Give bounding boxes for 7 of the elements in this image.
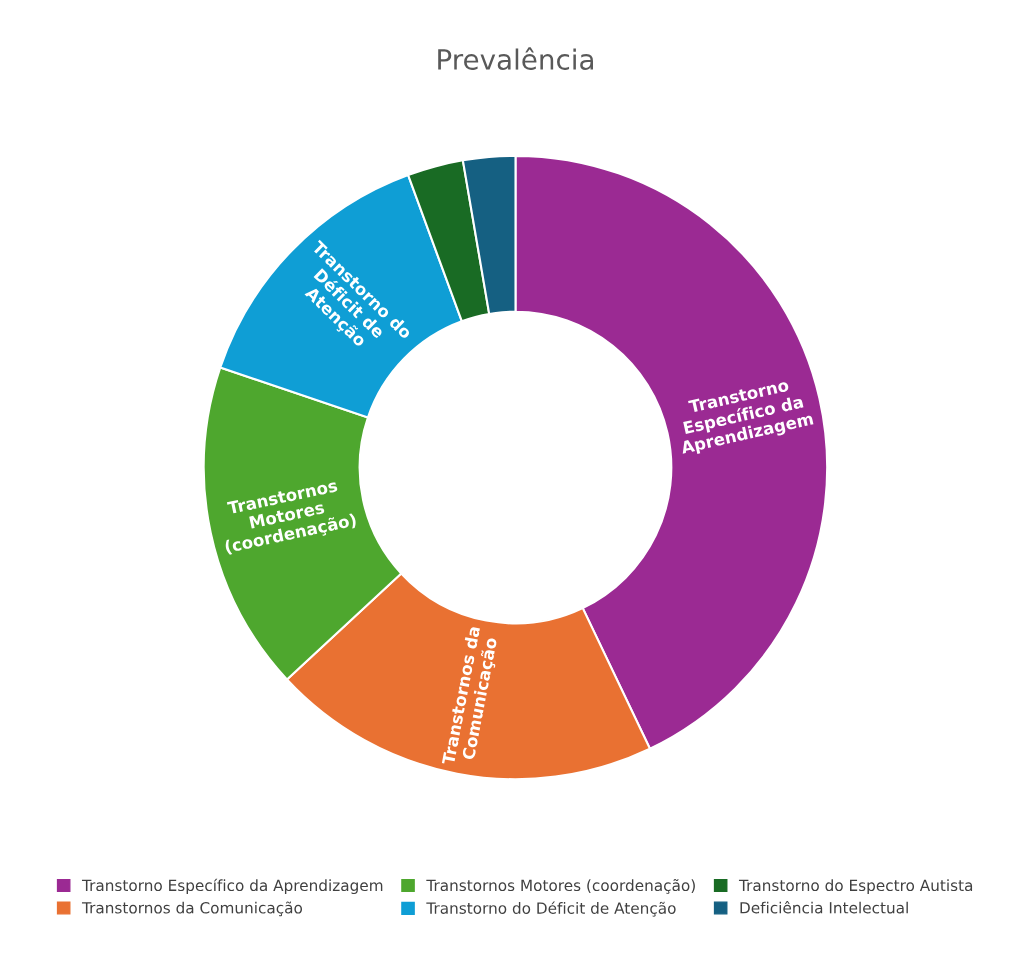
legend-label: Transtorno do Déficit de Atenção — [426, 901, 676, 917]
legend-label: Transtornos Motores (coordenação) — [426, 879, 695, 894]
legend-label: Transtornos da Comunicação — [81, 901, 303, 917]
legend-label: Deficiência Intelectual — [740, 901, 908, 914]
legend-label: Transtorno do Espectro Autista — [738, 879, 973, 895]
legend-label: Transtorno Específico da Aprendizagem — [81, 878, 383, 895]
chart-title: Prevalência — [438, 47, 593, 70]
